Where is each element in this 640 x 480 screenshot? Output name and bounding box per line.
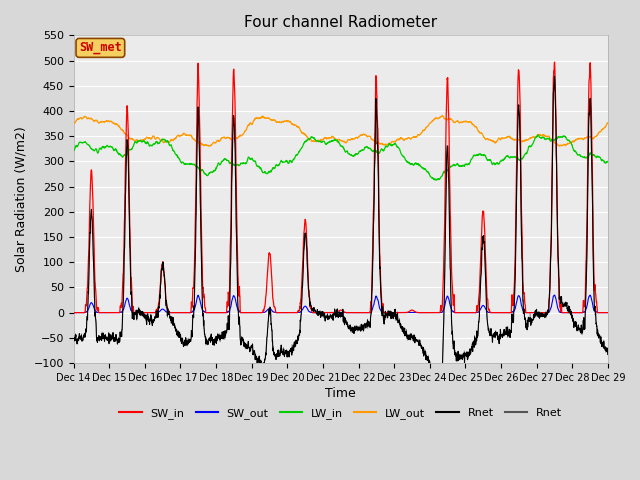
LW_in — [433, 177, 440, 183]
Rnet — [572, 323, 580, 329]
Rnet — [356, 326, 364, 332]
Rnet — [496, 336, 504, 342]
Title: Four channel Radiometer: Four channel Radiometer — [244, 15, 437, 30]
LW_out — [219, 134, 227, 140]
Rnet — [551, 73, 559, 79]
LW_in — [70, 148, 77, 154]
LW_out — [70, 121, 77, 127]
Rnet — [367, 308, 375, 313]
Rnet — [70, 337, 77, 343]
Rnet — [367, 309, 375, 314]
SW_in — [572, 310, 579, 315]
Rnet — [433, 374, 440, 380]
SW_out — [572, 310, 579, 315]
LW_out — [496, 137, 504, 143]
LW_out — [557, 142, 565, 148]
LW_out — [356, 133, 364, 139]
Rnet — [436, 374, 444, 380]
SW_in — [70, 310, 77, 315]
LW_out — [205, 144, 213, 149]
SW_out — [551, 292, 559, 298]
Line: SW_out: SW_out — [74, 295, 608, 312]
LW_out — [438, 113, 446, 119]
Y-axis label: Solar Radiation (W/m2): Solar Radiation (W/m2) — [15, 126, 28, 272]
Line: LW_in: LW_in — [74, 135, 608, 180]
SW_in — [367, 297, 375, 302]
Rnet — [219, 330, 227, 336]
Line: Rnet: Rnet — [74, 79, 608, 377]
Line: SW_in: SW_in — [74, 62, 608, 312]
SW_in — [356, 310, 364, 315]
LW_in — [557, 134, 565, 140]
SW_in — [557, 309, 564, 314]
LW_out — [368, 136, 376, 142]
Rnet — [604, 352, 612, 358]
SW_in — [496, 310, 504, 315]
SW_in — [551, 59, 559, 65]
Rnet — [496, 336, 504, 342]
Rnet — [572, 322, 580, 327]
SW_in — [219, 310, 227, 315]
SW_out — [367, 309, 375, 314]
Legend: SW_in, SW_out, LW_in, LW_out, Rnet, Rnet: SW_in, SW_out, LW_in, LW_out, Rnet, Rnet — [115, 403, 566, 423]
Rnet — [356, 326, 364, 332]
LW_in — [367, 148, 375, 154]
Rnet — [70, 338, 77, 344]
SW_out — [70, 310, 77, 315]
Rnet — [551, 76, 559, 82]
SW_out — [496, 310, 504, 315]
SW_out — [356, 310, 364, 315]
SW_out — [557, 310, 564, 315]
Line: Rnet: Rnet — [74, 76, 608, 377]
SW_in — [604, 310, 612, 315]
Rnet — [557, 296, 565, 302]
LW_in — [572, 149, 580, 155]
SW_out — [219, 310, 227, 315]
Rnet — [219, 330, 227, 336]
Rnet — [557, 294, 565, 300]
Line: LW_out: LW_out — [74, 116, 608, 146]
LW_in — [604, 158, 612, 164]
LW_in — [219, 158, 227, 164]
LW_in — [534, 132, 542, 138]
LW_out — [572, 136, 580, 142]
Text: SW_met: SW_met — [79, 41, 122, 54]
SW_out — [604, 310, 612, 315]
LW_in — [496, 159, 504, 165]
LW_out — [604, 120, 612, 126]
X-axis label: Time: Time — [325, 387, 356, 400]
Rnet — [604, 350, 612, 356]
LW_in — [356, 148, 364, 154]
